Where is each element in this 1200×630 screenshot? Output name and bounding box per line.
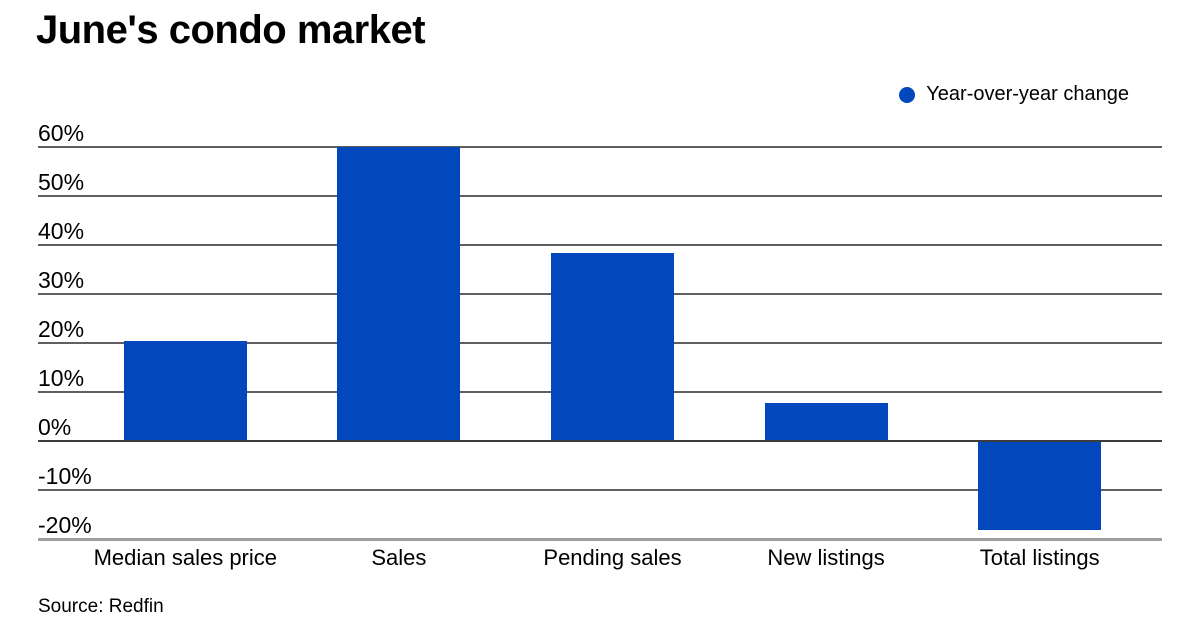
legend-label: Year-over-year change xyxy=(926,83,1129,105)
gridline-40 xyxy=(38,243,1162,246)
y-axis-tick-label: 0% xyxy=(38,413,72,440)
x-axis-category-label: Pending sales xyxy=(543,545,682,570)
y-axis-tick-label: 30% xyxy=(38,266,85,293)
gridline--20 xyxy=(38,537,1162,541)
x-axis-category-label: Median sales price xyxy=(93,545,278,570)
y-axis-tick-label: 60% xyxy=(38,119,85,146)
legend: Year-over-year change xyxy=(899,83,1129,106)
gridline-0 xyxy=(38,439,1162,442)
y-axis-tick-label: 10% xyxy=(38,364,85,391)
y-axis-tick-label: 50% xyxy=(38,168,85,195)
legend-marker-icon xyxy=(899,86,916,103)
x-axis-category-label: Total listings xyxy=(979,545,1100,570)
bar-sales xyxy=(337,146,461,441)
y-axis-tick-label: -10% xyxy=(38,462,92,489)
gridline-50 xyxy=(38,194,1162,197)
bar-new-listings xyxy=(764,402,888,441)
gridline--10 xyxy=(38,488,1162,491)
source-note: Source: Redfin xyxy=(38,596,164,617)
x-axis-category-label: Sales xyxy=(371,545,427,570)
chart-title: June's condo market xyxy=(36,8,426,52)
x-axis-category-label: New listings xyxy=(767,545,885,570)
y-axis-tick-label: 40% xyxy=(38,217,85,244)
bar-pending-sales xyxy=(551,252,674,441)
y-axis-tick-label: 20% xyxy=(38,315,85,342)
gridline-60 xyxy=(38,145,1162,148)
y-axis-tick-label: -20% xyxy=(38,511,92,538)
bar-median-sales-price xyxy=(123,341,247,441)
bar-total-listings xyxy=(978,441,1102,531)
